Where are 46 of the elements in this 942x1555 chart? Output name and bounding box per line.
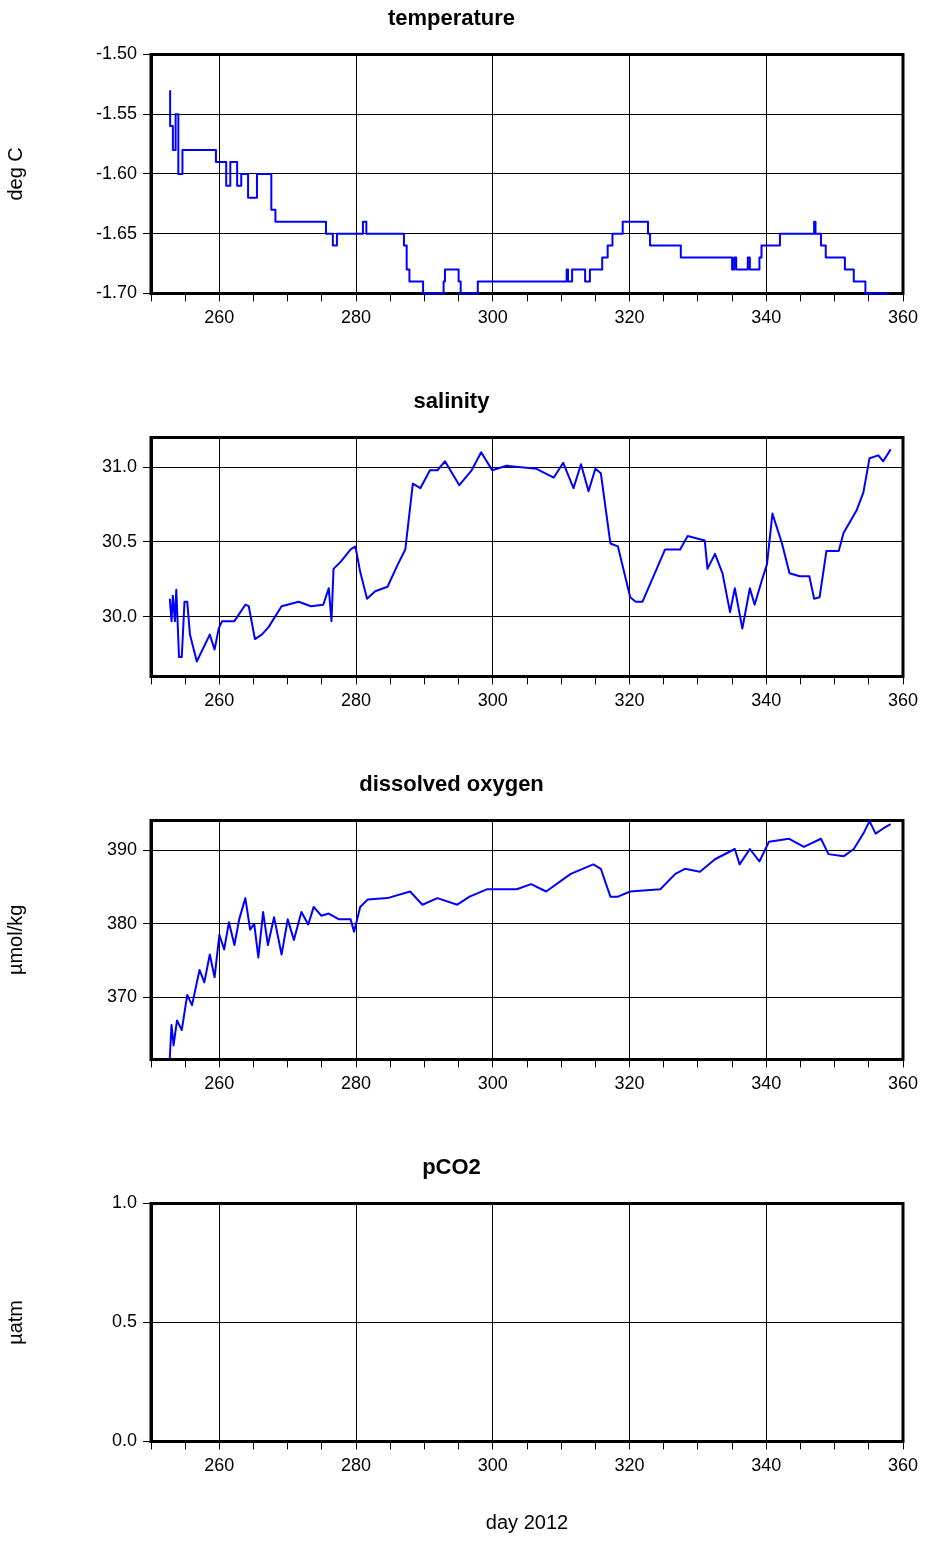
y-tick-label: 30.0 — [101, 605, 137, 626]
y-tick-label: -1.55 — [95, 103, 137, 124]
chart-title: dissolved oxygen — [359, 771, 544, 797]
chart-title: temperature — [387, 5, 516, 31]
y-tick-label: 0.0 — [111, 1430, 137, 1451]
y-axis-title: µmol/kg — [3, 904, 26, 976]
x-tick-label: 340 — [751, 307, 782, 328]
y-tick-label: 380 — [106, 912, 137, 933]
chart-title: salinity — [413, 388, 491, 414]
x-tick-label: 280 — [341, 690, 372, 711]
y-tick-label: 370 — [106, 986, 137, 1007]
y-axis-title: µatm — [3, 1299, 26, 1345]
y-tick-label: 390 — [106, 839, 137, 860]
x-tick-label: 280 — [341, 1455, 372, 1476]
x-tick-label: 280 — [341, 1073, 372, 1094]
x-tick-label: 320 — [614, 1073, 645, 1094]
x-tick-label: 320 — [614, 307, 645, 328]
x-tick-label: 300 — [477, 1455, 508, 1476]
x-tick-label: 340 — [751, 690, 782, 711]
x-tick-label: 360 — [887, 1073, 919, 1094]
y-tick-label: 31.0 — [101, 456, 137, 477]
x-tick-label: 260 — [204, 1455, 235, 1476]
x-tick-label: 300 — [477, 1073, 508, 1094]
x-tick-label: 360 — [887, 690, 919, 711]
y-axis-title: deg C — [3, 147, 26, 201]
y-tick-label: -1.70 — [95, 282, 137, 303]
x-tick-label: 320 — [614, 690, 645, 711]
x-tick-label: 340 — [751, 1455, 782, 1476]
x-axis-title: day 2012 — [485, 1510, 569, 1533]
x-tick-label: 340 — [751, 1073, 782, 1094]
x-tick-label: 300 — [477, 307, 508, 328]
y-tick-label: 0.5 — [111, 1311, 137, 1332]
x-tick-label: 260 — [204, 307, 235, 328]
x-tick-label: 260 — [204, 690, 235, 711]
x-tick-label: 260 — [204, 1073, 235, 1094]
y-tick-label: 1.0 — [111, 1192, 137, 1213]
x-tick-label: 300 — [477, 690, 508, 711]
x-tick-label: 320 — [614, 1455, 645, 1476]
y-tick-label: -1.50 — [95, 43, 137, 64]
x-tick-label: 280 — [341, 307, 372, 328]
chart-title: pCO2 — [422, 1154, 481, 1180]
x-tick-label: 360 — [887, 307, 919, 328]
y-tick-label: -1.60 — [95, 162, 137, 183]
y-tick-label: 30.5 — [101, 530, 137, 551]
x-tick-label: 360 — [887, 1455, 919, 1476]
y-tick-label: -1.65 — [95, 222, 137, 243]
